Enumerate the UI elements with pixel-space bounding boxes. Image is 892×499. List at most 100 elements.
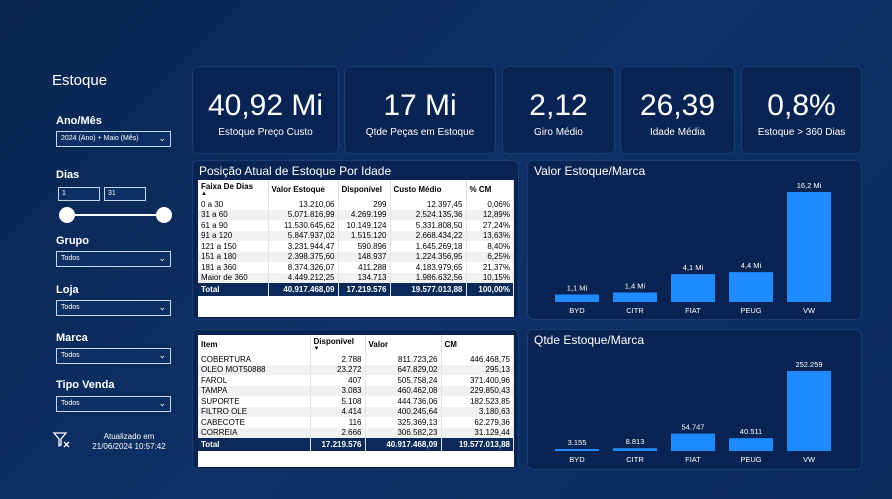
dias-slider-min-handle[interactable] <box>59 207 75 223</box>
table-cell: 2.666 <box>310 427 366 438</box>
table-cell: 151 a 180 <box>198 251 269 262</box>
table-row[interactable]: 91 a 120 5.847.937,02 1.515.120 2.668.434,2… <box>198 230 514 241</box>
clear-filter-icon[interactable] <box>52 430 72 450</box>
table-cell: 8,40% <box>466 241 514 252</box>
col-header-disponivel[interactable]: Disponível ▼ <box>310 335 366 354</box>
bar-vw[interactable] <box>787 192 831 302</box>
table-cell: 299 <box>338 199 391 210</box>
data-label: 8.813 <box>626 437 645 446</box>
col-header-cm[interactable]: CM <box>441 335 514 354</box>
table-cell: 62.279,36 <box>441 417 514 428</box>
col-header-custo-medio[interactable]: Custo Médio <box>390 180 467 199</box>
table-row[interactable]: 61 a 90 11.530.645,62 10.149.124 5.331.808,… <box>198 220 514 231</box>
chart-title: Qtde Estoque/Marca <box>534 333 645 347</box>
table-cell: 134.713 <box>338 272 391 283</box>
data-label: 3.155 <box>568 438 587 447</box>
loja-label: Loja <box>56 284 79 296</box>
table-row[interactable]: 31 a 60 5.071.816,99 4.269.199 2.524.135,36… <box>198 209 514 220</box>
marca-select[interactable]: Todos ⌄ <box>56 348 171 364</box>
x-tick-label: VW <box>803 306 816 315</box>
bar-fiat[interactable] <box>671 274 715 302</box>
dias-max-input[interactable]: 31 <box>104 187 146 201</box>
table-row[interactable]: CORREIA 2.666 306.582,23 31.129,44 <box>198 427 514 438</box>
sort-asc-icon: ▲ <box>201 191 207 197</box>
table-row[interactable]: FILTRO OLE 4.414 400.245,64 3.180,63 <box>198 406 514 417</box>
qtde-estoque-marca-chart: Qtde Estoque/Marca 3.155 BYD 8.813 CITR 54.7… <box>527 329 862 470</box>
filter-sidebar: Estoque Ano/Mês 2024 (Ano) + Maio (Mês) … <box>0 0 185 499</box>
total-cell: 19.577.013,88 <box>390 283 467 296</box>
table-row[interactable]: FAROL 407 505.758,24 371.400,96 <box>198 375 514 386</box>
table-cell: FAROL <box>198 375 311 386</box>
table-cell: 13.210,06 <box>268 199 339 210</box>
col-header-faixa[interactable]: Faixa De Dias ▲ <box>198 180 269 199</box>
age-table-title: Posição Atual de Estoque Por Idade <box>199 164 392 178</box>
chart-title: Valor Estoque/Marca <box>534 164 646 178</box>
x-tick-label: PEUG <box>740 306 761 315</box>
tipo-venda-select[interactable]: Todos ⌄ <box>56 396 171 412</box>
col-header-valor-estoque[interactable]: Valor Estoque <box>268 180 339 199</box>
table-cell: 116 <box>310 417 366 428</box>
item-table-panel: Item Disponível ▼ Valor CM COBERTURA 2.788… <box>192 329 519 470</box>
bar-peug[interactable] <box>729 438 773 451</box>
table-cell: 4.414 <box>310 406 366 417</box>
bar-peug[interactable] <box>729 272 773 302</box>
table-row[interactable]: 181 a 360 8.374.326,07 411.288 4.183.979,65… <box>198 262 514 273</box>
table-cell: 0,06% <box>466 199 514 210</box>
chevron-down-icon: ⌄ <box>158 350 166 360</box>
table-cell: 3.083 <box>310 385 366 396</box>
grupo-select[interactable]: Todos ⌄ <box>56 251 171 267</box>
dias-slider-max-handle[interactable] <box>156 207 172 223</box>
dias-slider-track <box>66 214 164 216</box>
kpi-label: Qtde Peças em Estoque <box>365 127 475 138</box>
table-row[interactable]: TAMPA 3.083 460.462,08 229.850,43 <box>198 385 514 396</box>
table-cell: CABECOTE <box>198 417 311 428</box>
loja-select[interactable]: Todos ⌄ <box>56 300 171 316</box>
table-cell: TAMPA <box>198 385 311 396</box>
table-cell: 91 a 120 <box>198 230 269 241</box>
table-cell: 181 a 360 <box>198 262 269 273</box>
table-row[interactable]: COBERTURA 2.788 811.723,26 446.468,75 <box>198 354 514 365</box>
tipo-venda-label: Tipo Venda <box>56 379 115 391</box>
table-row[interactable]: SUPORTE 5.108 444.736,06 182.523,85 <box>198 396 514 407</box>
col-header-valor[interactable]: Valor <box>365 335 442 354</box>
table-cell: 446.468,75 <box>441 354 514 365</box>
bar-byd[interactable] <box>555 449 599 451</box>
table-cell: 148.937 <box>338 251 391 262</box>
table-cell: 6,25% <box>466 251 514 262</box>
table-cell: 5.847.937,02 <box>268 230 339 241</box>
table-cell: 13,63% <box>466 230 514 241</box>
table-row[interactable]: 151 a 180 2.398.375,60 148.937 1.224.356,95… <box>198 251 514 262</box>
table-row[interactable]: OLEO MOT50888 23.272 647.829,02 295,13 <box>198 364 514 375</box>
table-cell: SUPORTE <box>198 396 311 407</box>
col-header-disponivel[interactable]: Disponível <box>338 180 391 199</box>
table-cell: 10,15% <box>466 272 514 283</box>
col-header-pct-cm[interactable]: % CM <box>466 180 514 199</box>
valor-estoque-marca-svg: 1,1 Mi BYD 1,4 Mi CITR 4,1 Mi FIAT 4,4 Mi PEUG 1… <box>555 181 831 315</box>
ano-mes-label: Ano/Mês <box>56 115 102 127</box>
table-row[interactable]: CABECOTE 116 325.369,13 62.279,36 <box>198 417 514 428</box>
x-tick-label: VW <box>803 455 816 464</box>
x-tick-label: FIAT <box>685 306 701 315</box>
bar-byd[interactable] <box>555 294 599 302</box>
table-cell: 229.850,43 <box>441 385 514 396</box>
table-cell: 5.331.808,50 <box>390 220 467 231</box>
dias-min-input[interactable]: 1 <box>58 187 100 201</box>
table-cell: 295,13 <box>441 364 514 375</box>
table-cell: 11.530.645,62 <box>268 220 339 231</box>
table-cell: 2.668.434,22 <box>390 230 467 241</box>
table-row[interactable]: Maior de 360 4.449.212,25 134.713 1.986.632… <box>198 272 514 283</box>
chevron-down-icon: ⌄ <box>158 398 166 408</box>
table-cell: 1.515.120 <box>338 230 391 241</box>
col-header-item[interactable]: Item <box>198 335 311 354</box>
bar-fiat[interactable] <box>671 433 715 451</box>
ano-mes-select[interactable]: 2024 (Ano) + Maio (Mês) ⌄ <box>56 131 171 147</box>
bar-citr[interactable] <box>613 448 657 451</box>
kpi-label: Estoque Preço Custo <box>218 127 313 138</box>
bar-vw[interactable] <box>787 371 831 451</box>
bar-citr[interactable] <box>613 292 657 302</box>
table-cell: 2.524.135,36 <box>390 209 467 220</box>
table-row[interactable]: 121 a 150 3.231.944,47 590.896 1.645.269,18… <box>198 241 514 252</box>
table-cell: 12,89% <box>466 209 514 220</box>
x-tick-label: PEUG <box>740 455 761 464</box>
table-row[interactable]: 0 a 30 13.210,06 299 12.397,45 0,06% <box>198 199 514 210</box>
